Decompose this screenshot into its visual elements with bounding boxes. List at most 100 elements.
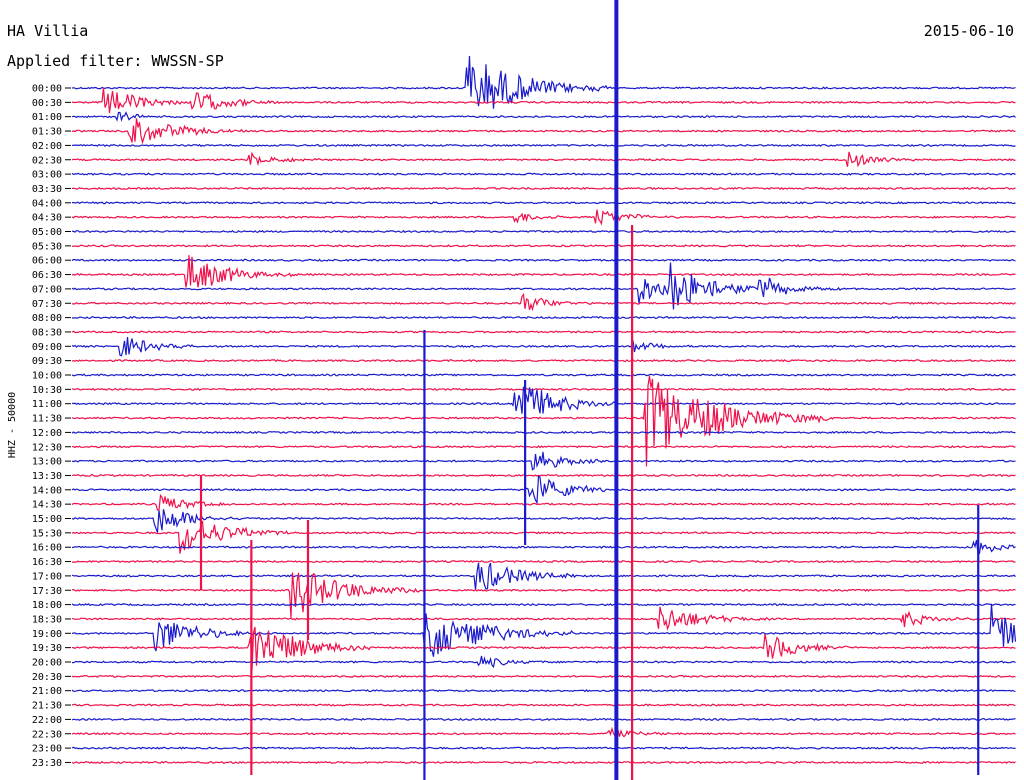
- trace-line: [71, 674, 1016, 678]
- row-tick-label: 21:30: [32, 701, 62, 712]
- row-tick-label: 12:30: [32, 442, 62, 453]
- trace-line: [71, 760, 1016, 764]
- date-label: 2015-06-10: [923, 22, 1014, 40]
- row-tick-label: 13:00: [32, 457, 62, 468]
- row-tick-label: 23:00: [32, 744, 62, 755]
- trace-line: [71, 244, 1016, 248]
- row-tick-label: 01:00: [32, 112, 62, 123]
- row-tick-label: 02:30: [32, 155, 62, 166]
- trace-line: [72, 626, 1016, 671]
- trace-line: [71, 562, 1016, 590]
- row-tick-label: 13:30: [32, 471, 62, 482]
- trace-line: [71, 717, 1016, 721]
- station-title: HA Villia: [7, 22, 89, 40]
- trace-line: [71, 292, 1016, 312]
- row-tick-label: 19:00: [32, 629, 62, 640]
- row-tick-label: 23:30: [32, 758, 62, 769]
- trace-line: [71, 201, 1016, 205]
- row-tick-label: 04:00: [32, 198, 62, 209]
- row-tick-labels: 00:00 00:30 01:00 01:30 02:00 02:30 03:00 03:30…: [32, 84, 71, 769]
- row-tick-label: 00:30: [32, 98, 62, 109]
- row-tick-label: 07:30: [32, 299, 62, 310]
- trace-line: [71, 373, 1016, 377]
- row-tick-label: 18:00: [32, 600, 62, 611]
- row-tick-label: 06:30: [32, 270, 62, 281]
- y-axis-label: HHZ - 50000: [7, 392, 18, 458]
- large-spikes: [199, 0, 980, 780]
- row-tick-label: 08:00: [32, 313, 62, 324]
- trace-line: [71, 229, 1016, 234]
- trace-line: [71, 602, 1016, 607]
- row-tick-label: 01:30: [32, 127, 62, 138]
- row-tick-label: 09:00: [32, 342, 62, 353]
- trace-line: [72, 655, 1016, 669]
- row-tick-label: 11:30: [32, 414, 62, 425]
- filter-label: Applied filter: WWSSN-SP: [7, 52, 224, 70]
- trace-line: [71, 255, 1016, 288]
- trace-line: [71, 603, 1017, 657]
- row-tick-label: 10:00: [32, 371, 62, 382]
- trace-line: [71, 359, 1016, 363]
- trace-line: [71, 209, 1016, 226]
- trace-line: [71, 430, 1016, 434]
- row-tick-label: 14:00: [32, 485, 62, 496]
- trace-line: [71, 475, 1016, 505]
- trace-line: [71, 337, 1016, 357]
- row-tick-label: 16:00: [32, 543, 62, 554]
- trace-line: [71, 330, 1016, 334]
- row-tick-label: 11:00: [32, 399, 62, 410]
- trace-line: [72, 473, 1016, 478]
- trace-lines: [71, 55, 1017, 764]
- row-tick-label: 22:00: [32, 715, 62, 726]
- trace-line: [71, 606, 1016, 631]
- row-tick-label: 22:30: [32, 729, 62, 740]
- row-tick-label: 08:30: [32, 327, 62, 338]
- trace-line: [71, 387, 1016, 391]
- row-tick-label: 21:00: [32, 686, 62, 697]
- trace-line: [71, 493, 1016, 511]
- trace-line: [71, 87, 1016, 114]
- row-tick-label: 06:00: [32, 256, 62, 267]
- row-tick-label: 17:30: [32, 586, 62, 597]
- trace-line: [71, 118, 1016, 145]
- row-tick-label: 05:30: [32, 241, 62, 252]
- row-tick-label: 12:00: [32, 428, 62, 439]
- trace-line: [71, 375, 1016, 467]
- row-tick-label: 07:00: [32, 284, 62, 295]
- trace-line: [71, 315, 1016, 320]
- row-tick-label: 15:30: [32, 528, 62, 539]
- trace-line: [71, 539, 1016, 555]
- trace-line: [71, 509, 1016, 533]
- trace-line: [71, 386, 1016, 414]
- trace-line: [71, 520, 1016, 554]
- row-tick-label: 17:00: [32, 571, 62, 582]
- row-tick-label: 05:00: [32, 227, 62, 238]
- trace-line: [71, 559, 1016, 564]
- row-tick-label: 00:00: [32, 84, 62, 95]
- trace-line: [71, 572, 1016, 618]
- row-tick-label: 20:00: [32, 658, 62, 669]
- row-tick-label: 18:30: [32, 614, 62, 625]
- row-tick-label: 14:30: [32, 500, 62, 511]
- row-tick-label: 20:30: [32, 672, 62, 683]
- trace-line: [71, 143, 1016, 147]
- row-tick-label: 02:00: [32, 141, 62, 152]
- trace-line: [71, 703, 1016, 707]
- trace-line: [71, 55, 1016, 109]
- trace-line: [71, 689, 1016, 693]
- trace-line: [71, 746, 1016, 750]
- trace-line: [71, 726, 1016, 741]
- trace-line: [71, 258, 1016, 262]
- trace-line: [71, 445, 1016, 449]
- row-tick-label: 15:00: [32, 514, 62, 525]
- row-tick-label: 16:30: [32, 557, 62, 568]
- trace-line: [71, 451, 1016, 471]
- trace-line: [71, 262, 1016, 310]
- row-tick-label: 09:30: [32, 356, 62, 367]
- trace-line: [71, 186, 1016, 191]
- y-axis-label-group: HHZ - 50000: [7, 392, 18, 458]
- row-tick-label: 10:30: [32, 385, 62, 396]
- trace-line: [71, 151, 1016, 168]
- row-tick-label: 19:30: [32, 643, 62, 654]
